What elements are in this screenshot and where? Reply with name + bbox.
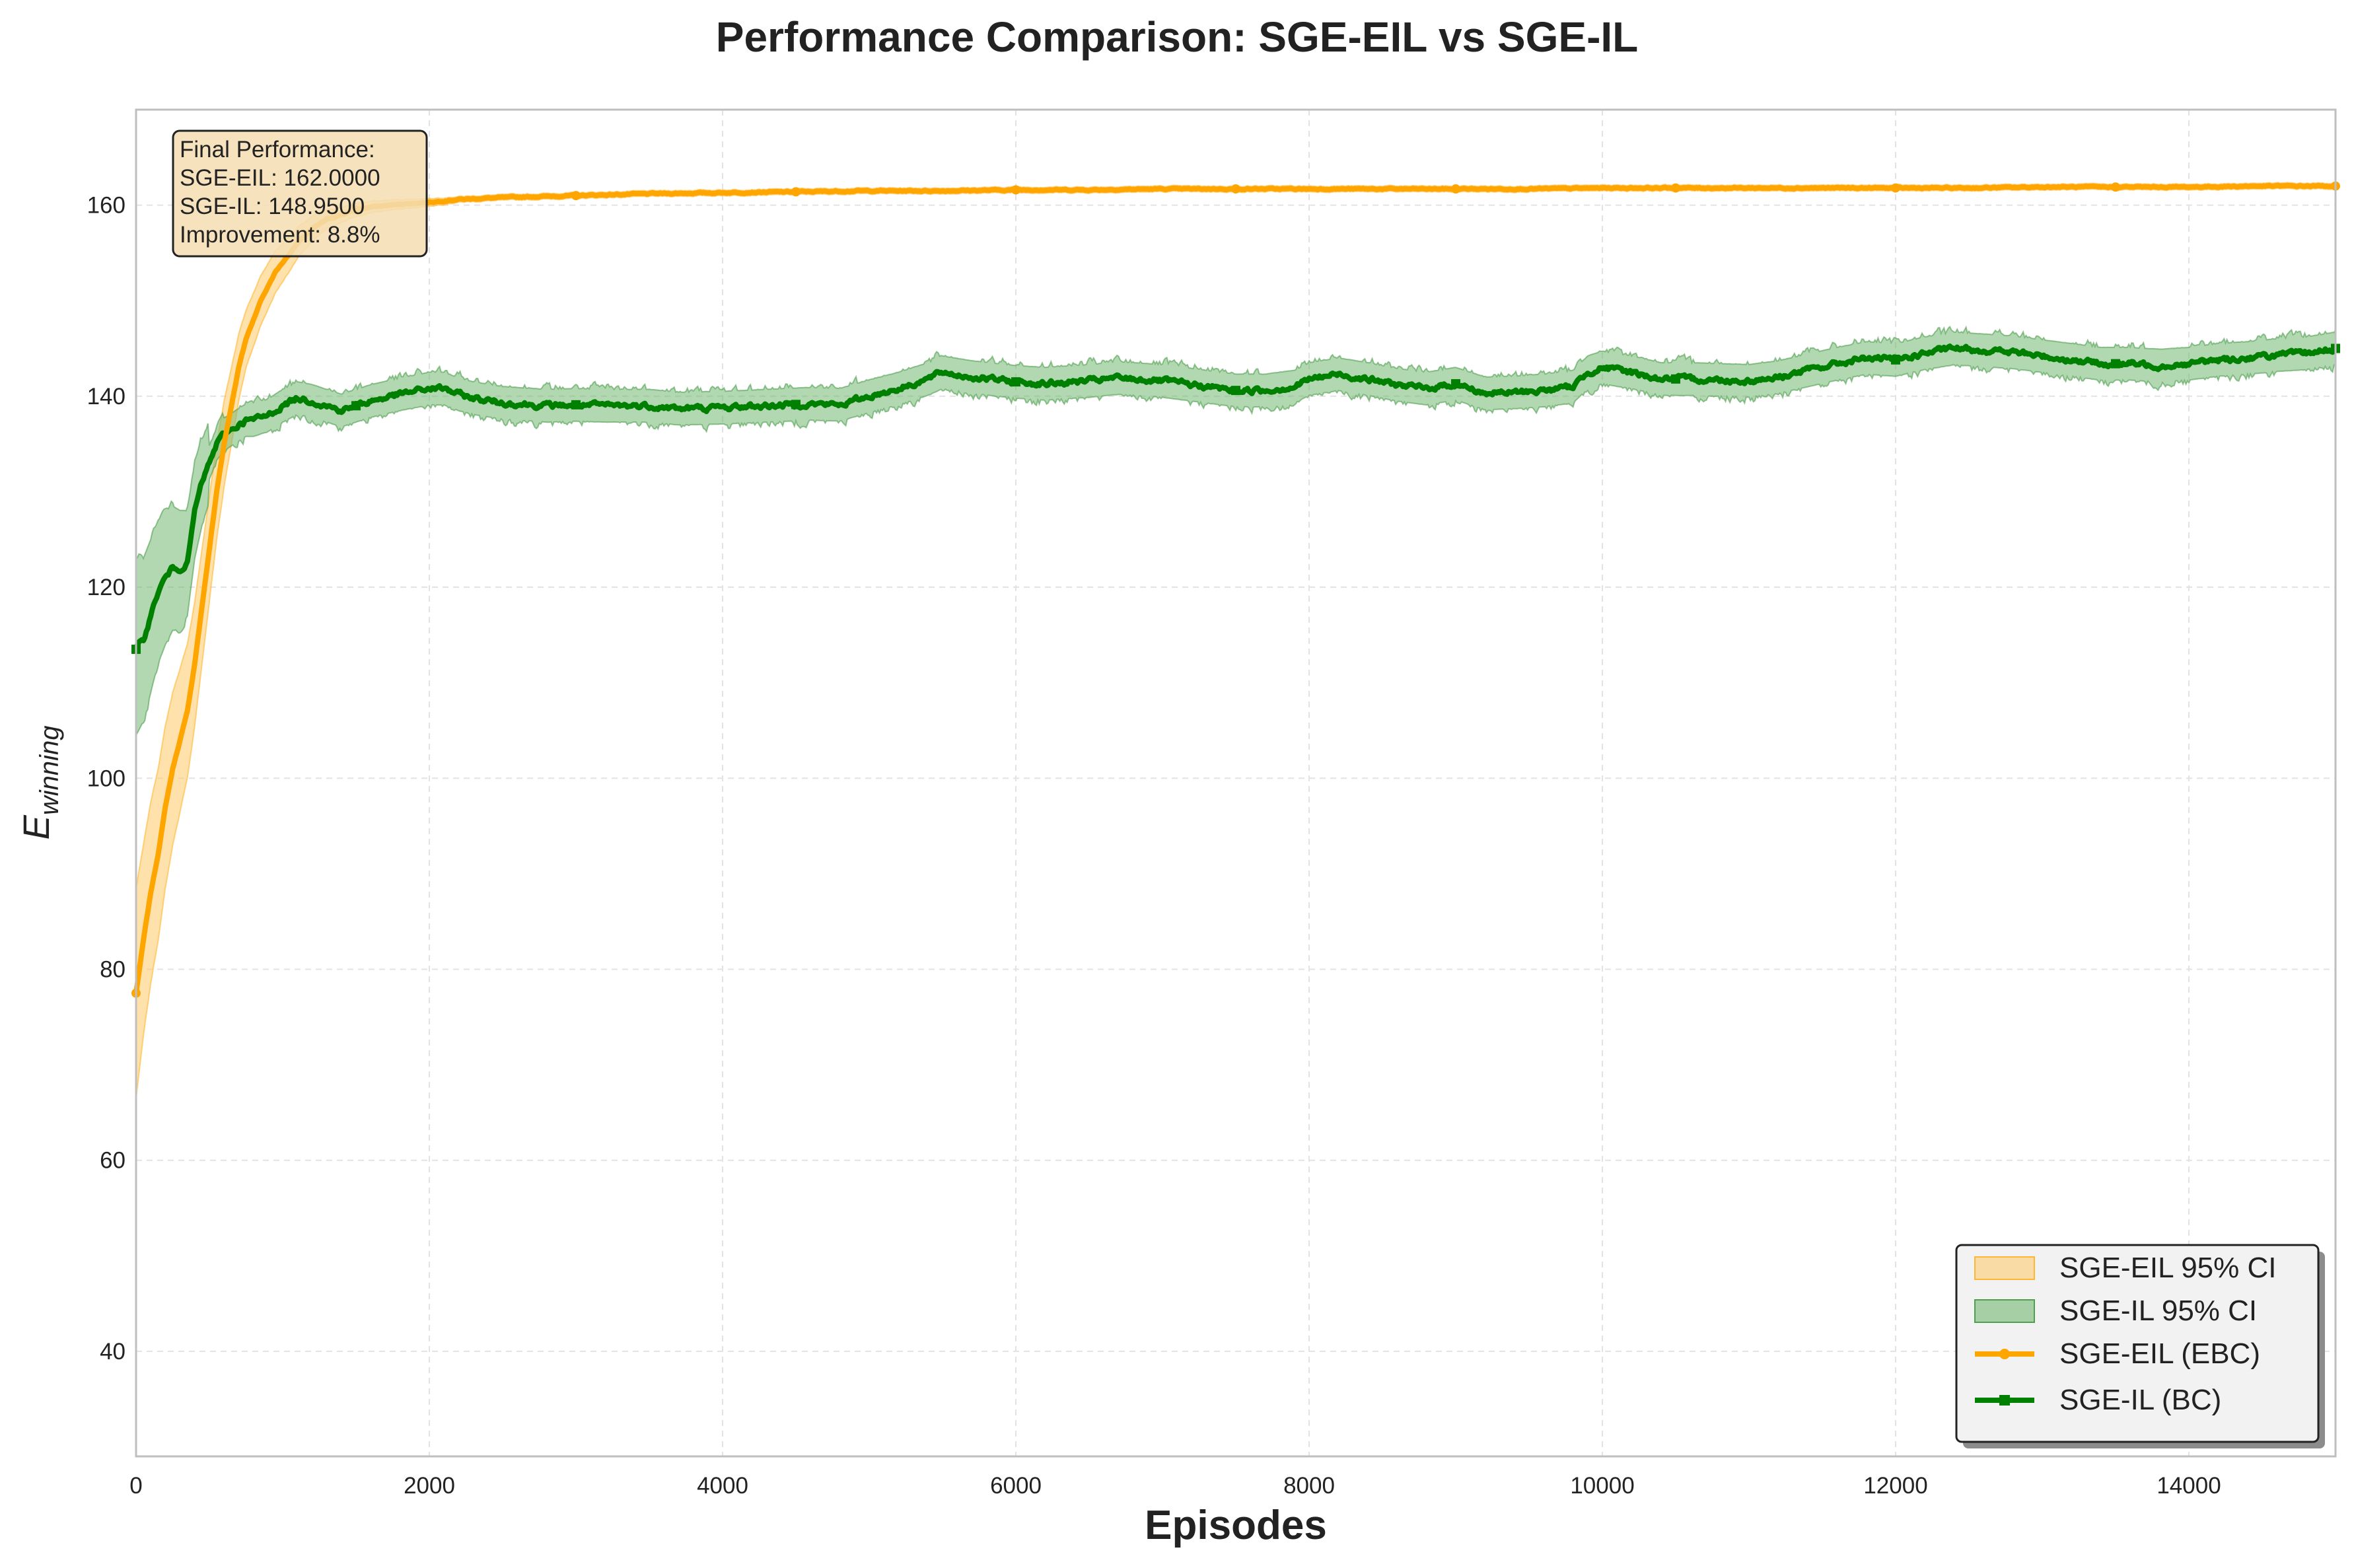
marker-sge-il [571, 400, 581, 410]
y-axis-label-main: E [15, 815, 57, 840]
marker-sge-il [791, 400, 801, 410]
marker-sge-eil [791, 187, 801, 197]
chart-title: Performance Comparison: SGE-EIL vs SGE-I… [716, 13, 1639, 61]
annotation-line-1: Final Performance: [180, 137, 375, 162]
annotation-line-2: SGE-EIL: 162.0000 [180, 165, 380, 191]
marker-sge-il [2111, 359, 2120, 369]
marker-sge-eil [1231, 184, 1240, 194]
legend: SGE-EIL 95% CI SGE-IL 95% CI SGE-EIL (EB… [1955, 1244, 2325, 1448]
marker-sge-il [1891, 355, 1900, 365]
series-line-layer [131, 181, 2340, 998]
annotation-line-4: Improvement: 8.8% [180, 222, 380, 248]
marker-sge-il [1451, 379, 1460, 389]
legend-swatch-sge-il-ci [1974, 1299, 2035, 1323]
x-tick-label: 10000 [1570, 1473, 1634, 1499]
marker-sge-il [351, 401, 361, 411]
marker-sge-eil [2111, 182, 2120, 192]
y-tick-label: 160 [87, 193, 125, 219]
annotation-background [172, 129, 428, 258]
marker-sge-eil [1451, 184, 1460, 194]
y-tick-label: 120 [87, 575, 125, 600]
marker-sge-eil [1011, 185, 1020, 195]
legend-label-sge-il: SGE-IL (BC) [2059, 1384, 2221, 1416]
annotation-line-3: SGE-IL: 148.9500 [180, 194, 365, 219]
legend-marker-sge-eil [1999, 1349, 2010, 1359]
x-tick-label: 2000 [404, 1473, 455, 1499]
y-axis-label-sub: winning [35, 725, 64, 815]
tick-layer: 0 2000 4000 6000 8000 10000 12000 14000 40 60 80 10… [87, 193, 2221, 1499]
y-axis-label: Ewinning [15, 725, 64, 839]
legend-label-sge-il-ci: SGE-IL 95% CI [2059, 1295, 2257, 1327]
grid-layer [135, 110, 2336, 1456]
y-tick-label: 80 [100, 956, 125, 982]
x-tick-label: 0 [129, 1473, 142, 1499]
x-axis-label: Episodes [1145, 1503, 1327, 1548]
x-tick-label: 14000 [2157, 1473, 2221, 1499]
y-tick-label: 40 [100, 1339, 125, 1365]
marker-sge-eil [1891, 183, 1900, 193]
legend-swatch-sge-eil-ci [1974, 1256, 2035, 1280]
legend-label-sge-eil: SGE-EIL (EBC) [2059, 1337, 2260, 1370]
x-tick-label: 4000 [697, 1473, 748, 1499]
plot-frame [135, 108, 2337, 1458]
y-tick-label: 100 [87, 766, 125, 791]
x-tick-label: 8000 [1283, 1473, 1335, 1499]
x-tick-label: 12000 [1863, 1473, 1927, 1499]
x-tick-label: 6000 [990, 1473, 1042, 1499]
marker-sge-il [1011, 377, 1020, 387]
y-tick-label: 60 [100, 1148, 125, 1174]
marker-sge-eil [571, 191, 581, 201]
legend-label-sge-eil-ci: SGE-EIL 95% CI [2059, 1252, 2277, 1284]
annotation-box: Final Performance: SGE-EIL: 162.0000 SGE… [172, 129, 428, 258]
legend-box [1955, 1244, 2320, 1443]
marker-sge-il [1231, 386, 1240, 396]
marker-sge-eil [1671, 183, 1680, 193]
legend-marker-sge-il [1999, 1395, 2010, 1406]
y-tick-label: 140 [87, 384, 125, 410]
marker-sge-il [1671, 374, 1680, 384]
